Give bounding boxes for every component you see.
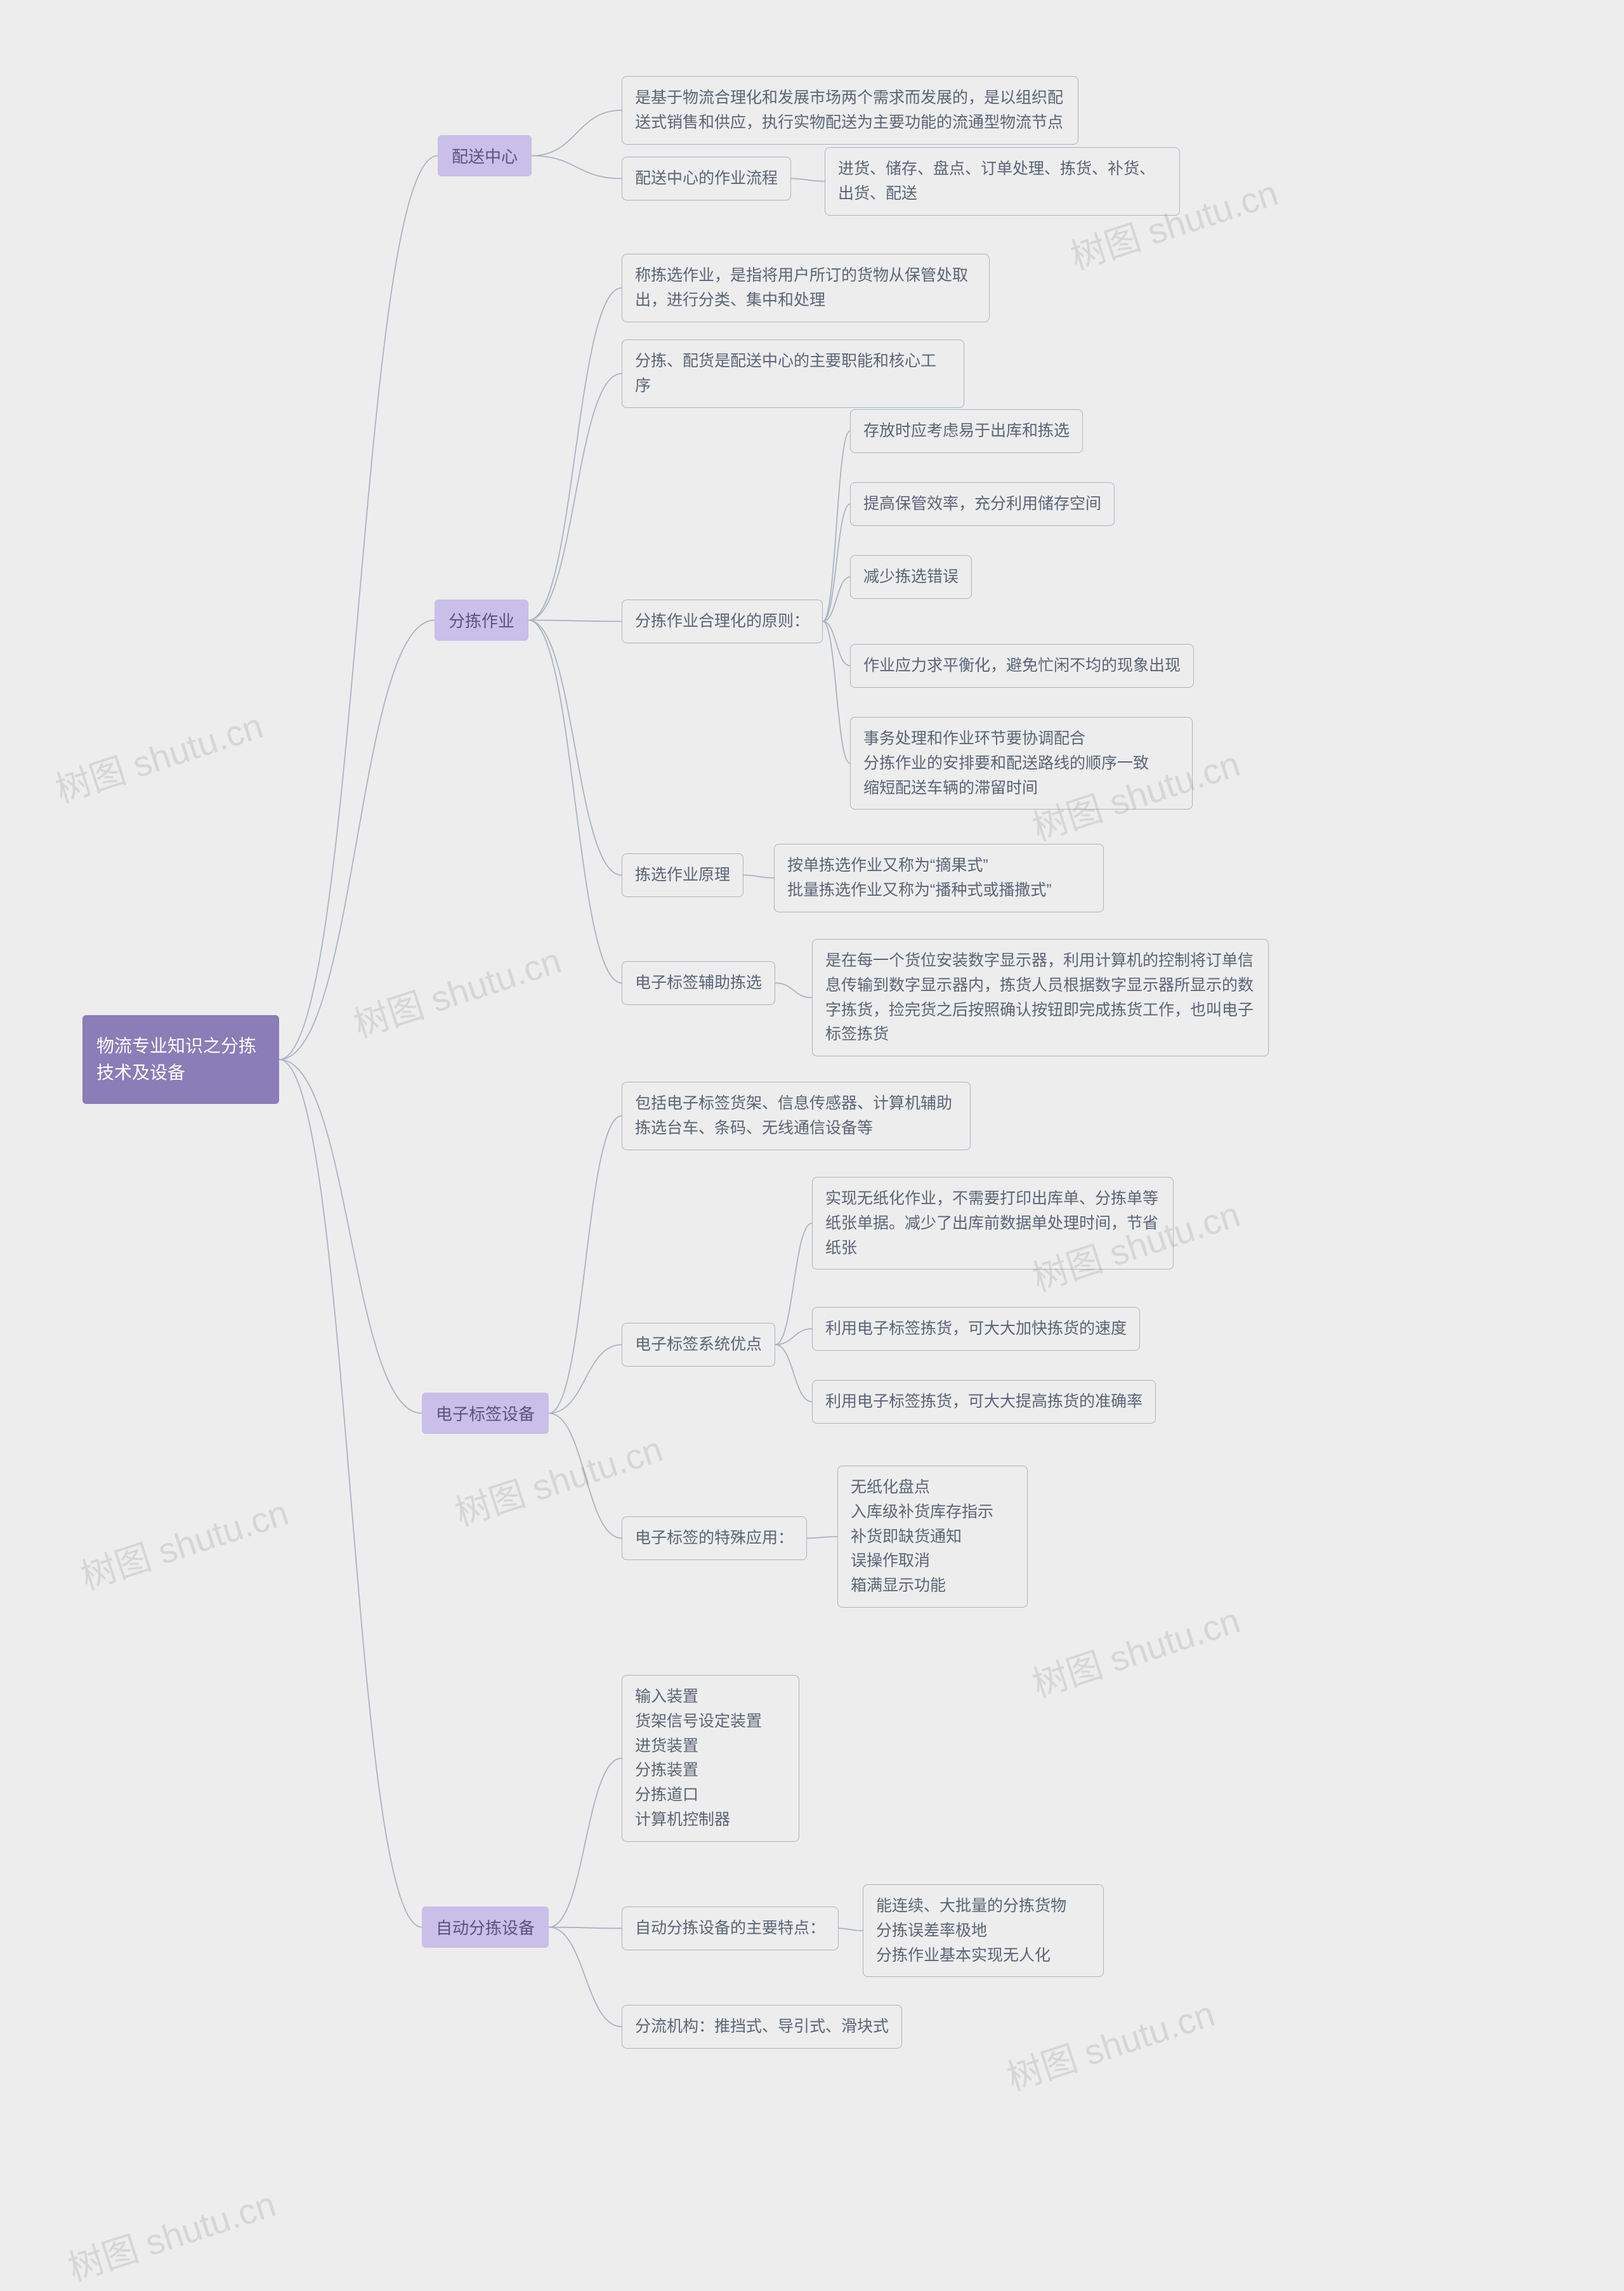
- mindmap-node-b2c3a: 存放时应考虑易于出库和拣选: [850, 409, 1083, 453]
- connector: [791, 178, 825, 181]
- mindmap-node-b3c2b: 利用电子标签拣货，可大大加快拣货的速度: [812, 1307, 1140, 1351]
- mindmap-node-b2c3c: 减少拣选错误: [850, 555, 972, 599]
- mindmap-node-b3c3: 电子标签的特殊应用：: [622, 1516, 807, 1560]
- watermark: 树图 shutu.cn: [61, 2176, 282, 2291]
- connector: [528, 620, 622, 983]
- watermark: 树图 shutu.cn: [346, 933, 567, 1048]
- connector: [775, 983, 812, 997]
- connector: [823, 621, 850, 763]
- mindmap-node-root: 物流专业知识之分拣技术及设备: [82, 1015, 279, 1104]
- watermark: 树图 shutu.cn: [1025, 1592, 1246, 1708]
- connector: [775, 1344, 812, 1402]
- mindmap-node-b2c5: 电子标签辅助拣选: [622, 961, 775, 1005]
- mindmap-node-b1: 配送中心: [438, 135, 532, 176]
- connector: [528, 620, 622, 622]
- connector: [528, 620, 622, 876]
- mindmap-node-b2c3d: 作业应力求平衡化，避免忙闲不均的现象出现: [850, 644, 1194, 688]
- connector: [775, 1223, 812, 1344]
- mindmap-node-b1c1: 是基于物流合理化和发展市场两个需求而发展的，是以组织配送式销售和供应，执行实物配…: [622, 76, 1078, 145]
- mindmap-node-b2c5a: 是在每一个货位安装数字显示器，利用计算机的控制将订单信息传输到数字显示器内，拣货…: [812, 939, 1269, 1056]
- connector: [743, 875, 774, 877]
- mindmap-node-b2c3b: 提高保管效率，充分利用储存空间: [850, 482, 1115, 526]
- connector: [528, 288, 622, 620]
- connector: [775, 1329, 812, 1344]
- mindmap-node-b1c2a: 进货、储存、盘点、订单处理、拣货、补货、出货、配送: [825, 147, 1180, 216]
- connector: [823, 577, 850, 621]
- mindmap-node-b4c2: 自动分拣设备的主要特点：: [622, 1907, 839, 1950]
- connector: [532, 110, 622, 156]
- connector: [839, 1928, 863, 1931]
- mindmap-node-b3c2: 电子标签系统优点: [622, 1323, 775, 1367]
- connector: [279, 620, 435, 1060]
- connector: [549, 1414, 622, 1539]
- mindmap-node-b3c2c: 利用电子标签拣货，可大大提高拣货的准确率: [812, 1380, 1156, 1424]
- mindmap-node-b2c2: 分拣、配货是配送中心的主要职能和核心工序: [622, 339, 964, 408]
- mindmap-node-b3c1: 包括电子标签货架、信息传感器、计算机辅助拣选台车、条码、无线通信设备等: [622, 1082, 971, 1150]
- connector: [549, 1927, 622, 2027]
- connector: [528, 374, 622, 620]
- connector: [823, 504, 850, 621]
- mindmap-node-b3c2a: 实现无纸化作业，不需要打印出库单、分拣单等纸张单据。减少了出库前数据单处理时间，…: [812, 1177, 1174, 1270]
- connector: [549, 1927, 622, 1929]
- mindmap-node-b4: 自动分拣设备: [422, 1907, 549, 1948]
- connector: [279, 1060, 422, 1927]
- connector: [807, 1537, 837, 1539]
- watermark: 树图 shutu.cn: [1000, 1986, 1221, 2101]
- mindmap-node-b2c1: 称拣选作业，是指将用户所订的货物从保管处取出，进行分类、集中和处理: [622, 254, 990, 322]
- connector: [549, 1758, 622, 1927]
- mindmap-node-b2c3: 分拣作业合理化的原则：: [622, 600, 823, 643]
- connector: [823, 431, 850, 621]
- watermark: 树图 shutu.cn: [48, 698, 269, 813]
- connector: [532, 156, 622, 179]
- connector: [549, 1344, 622, 1413]
- connector: [549, 1116, 622, 1414]
- mindmap-node-b1c2: 配送中心的作业流程: [622, 157, 791, 200]
- watermark: 树图 shutu.cn: [74, 1485, 294, 1600]
- mindmap-node-b4c1: 输入装置货架信号设定装置进货装置分拣装置分拣道口计算机控制器: [622, 1675, 799, 1842]
- mindmap-node-b4c2a: 能连续、大批量的分拣货物分拣误差率极地分拣作业基本实现无人化: [863, 1884, 1104, 1977]
- mindmap-node-b2c4: 拣选作业原理: [622, 853, 743, 897]
- mindmap-node-b2: 分拣作业: [435, 600, 528, 641]
- mindmap-node-b3c3a: 无纸化盘点入库级补货库存指示补货即缺货通知误操作取消箱满显示功能: [837, 1466, 1028, 1608]
- connector: [823, 621, 850, 666]
- connector: [279, 156, 438, 1060]
- connector: [279, 1060, 422, 1414]
- mindmap-node-b4c3: 分流机构：推挡式、导引式、滑块式: [622, 2005, 902, 2049]
- mindmap-node-b3: 电子标签设备: [422, 1393, 549, 1434]
- mindmap-node-b2c3e: 事务处理和作业环节要协调配合分拣作业的安排要和配送路线的顺序一致缩短配送车辆的滞…: [850, 717, 1193, 810]
- mindmap-node-b2c4a: 按单拣选作业又称为“摘果式”批量拣选作业又称为“播种式或播撒式”: [774, 844, 1104, 912]
